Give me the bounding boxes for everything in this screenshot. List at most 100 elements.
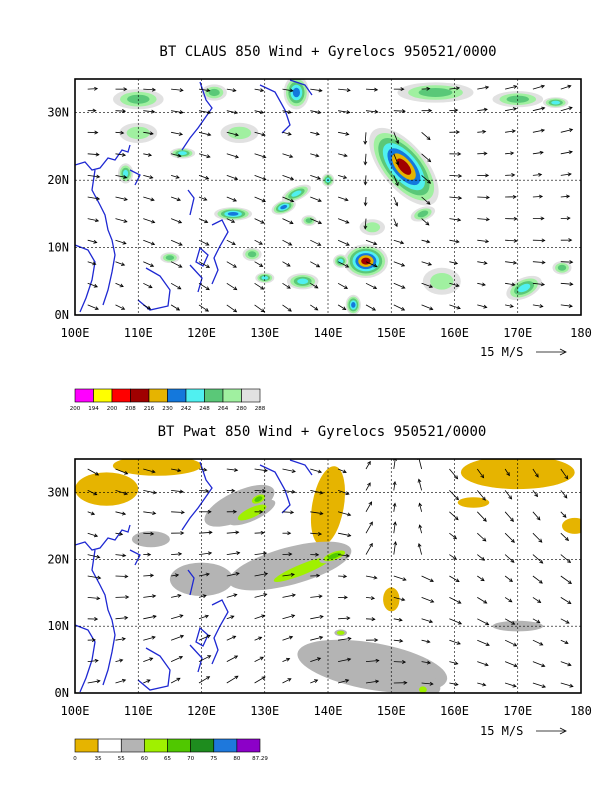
wind-vector (310, 531, 323, 536)
wind-vector (115, 282, 124, 288)
wind-vector (504, 490, 513, 500)
wind-vector (477, 195, 490, 200)
wind-vector (198, 467, 208, 472)
wind-vector (365, 521, 373, 534)
wind-vector (282, 153, 294, 158)
wind-vector (310, 679, 319, 684)
colorbar-level-label: 60 (141, 756, 148, 762)
wind-vector (226, 530, 240, 535)
wind-vector (449, 108, 459, 113)
wind-vector (560, 128, 574, 133)
y-tick-label: 10N (47, 241, 69, 255)
wind-vector (337, 261, 350, 268)
wind-vector (226, 282, 238, 291)
x-tick-label: 170E (503, 326, 532, 340)
wind-vector (282, 468, 296, 473)
wind-vector (310, 635, 324, 641)
wind-vector (87, 196, 101, 201)
wind-vector (560, 639, 569, 644)
wind-vector (171, 110, 184, 115)
field-contour (457, 497, 490, 508)
wind-vector (532, 554, 544, 564)
wind-vector (560, 304, 573, 308)
wind-vector (365, 282, 378, 289)
wind-vector (560, 532, 570, 541)
wind-vector (143, 657, 154, 662)
wind-vector (505, 194, 517, 199)
wind-vector (87, 174, 101, 179)
y-tick-label: 0N (55, 308, 69, 322)
wind-vector (143, 679, 151, 684)
wind-vector (171, 531, 185, 536)
wind-vector (393, 87, 405, 92)
wind-vector (282, 489, 296, 494)
wind-vector (310, 594, 323, 599)
wind-vector (421, 597, 435, 603)
wind-vector (338, 616, 351, 621)
wind-vector (226, 593, 238, 598)
field-contour (557, 264, 567, 271)
wind-vector (477, 639, 490, 646)
wind-vector (338, 88, 351, 93)
y-tick-labels: 0N 10N 20N 30N (47, 485, 69, 700)
wind-vector (449, 261, 459, 265)
wind-vector (365, 679, 380, 684)
wind-vector (226, 551, 241, 556)
wind-vector (421, 218, 430, 226)
wind-vector (393, 109, 406, 114)
wind-vector (504, 639, 518, 647)
wind-vector (254, 636, 263, 641)
wind-vector (115, 304, 126, 310)
x-tick-label: 130E (250, 704, 279, 718)
x-tick-label: 180 (570, 704, 592, 718)
wind-vector (171, 573, 180, 578)
wind-vector (143, 635, 156, 641)
field-contour (280, 204, 288, 210)
wind-vector (560, 84, 572, 90)
wind-vector (532, 511, 541, 521)
wind-vector (282, 218, 294, 225)
wind-vector (198, 131, 212, 137)
wind-vector (170, 614, 184, 620)
wind-vector (115, 531, 124, 536)
wind-vector (393, 617, 403, 622)
wind-vector (115, 553, 127, 558)
wind-vector (393, 261, 406, 267)
wind-vector (477, 597, 488, 604)
wind-vector (226, 153, 239, 159)
wind-vector (170, 239, 183, 246)
wind-vector (421, 660, 432, 665)
wind-vector (254, 196, 266, 203)
wind-vector (338, 131, 350, 136)
wind-vector (504, 554, 515, 563)
wind-vector (254, 88, 265, 93)
colorbar-swatch (204, 388, 224, 403)
wind-vector (171, 88, 184, 93)
wind-vector (449, 130, 460, 134)
wind-vector (477, 532, 487, 542)
wind-vector (449, 490, 459, 501)
wind-vector (198, 196, 208, 201)
field-contour (419, 686, 427, 693)
x-tick-label: 130E (250, 326, 279, 340)
wind-vector (170, 218, 183, 224)
wind-vector (115, 490, 129, 496)
wind-vector (198, 551, 213, 556)
colorbar-level-label: 264 (218, 406, 229, 412)
wind-vector (449, 468, 459, 480)
wind-vector (143, 573, 155, 578)
wind-vector (143, 239, 156, 246)
colorbar-swatch (121, 738, 145, 753)
wind-vector (449, 151, 462, 156)
wind-vector (392, 480, 397, 491)
wind-vector (226, 655, 239, 662)
wind-vector (421, 175, 432, 184)
wind-vector (532, 172, 543, 177)
wind-vector (282, 510, 295, 515)
wind-vector (226, 304, 238, 313)
wind-vector (143, 196, 155, 202)
field-contour (292, 87, 300, 98)
wind-vector (143, 218, 156, 224)
reference-vector-label: 15 M/S (480, 345, 523, 359)
wind-vector (310, 468, 323, 474)
